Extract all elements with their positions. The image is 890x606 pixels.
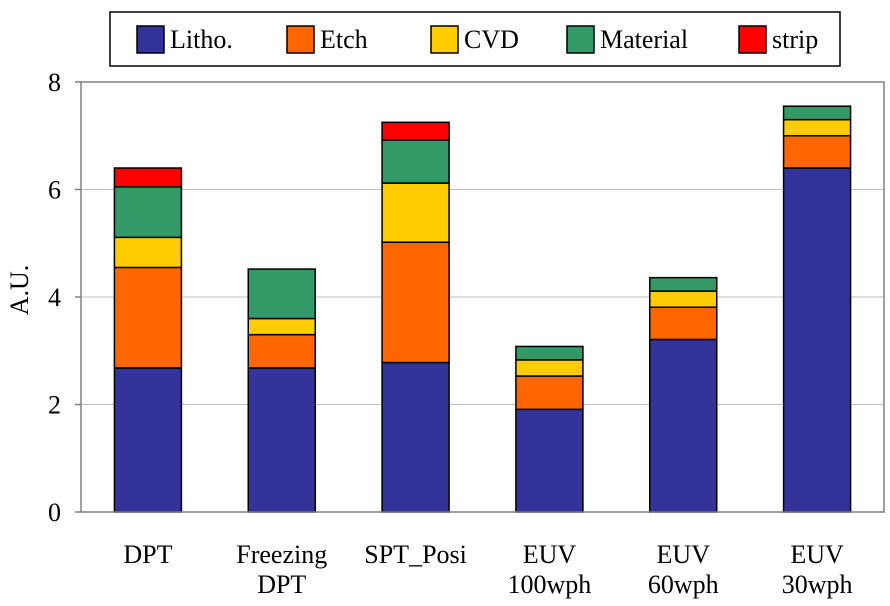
legend: Litho. Etch CVD Material strip — [109, 11, 841, 67]
bar-segment-material — [247, 268, 316, 320]
bar-segment-etch — [515, 375, 584, 411]
bar-segment-etch — [649, 306, 718, 341]
bar-segment-material — [381, 139, 450, 184]
bars — [113, 105, 852, 513]
bar-stack — [782, 105, 852, 513]
axes — [75, 81, 885, 513]
bar-segment-cvd — [381, 182, 450, 243]
bar-stack — [649, 276, 718, 513]
y-tick-label: 4 — [48, 283, 61, 312]
y-tick-labels: 0 2 4 6 8 — [48, 68, 61, 527]
bar-segment-material — [113, 186, 183, 239]
bar-stack — [247, 268, 316, 513]
bar-segment-material — [649, 276, 718, 292]
bar-segment-cvd — [515, 359, 584, 377]
bar-stack — [515, 345, 584, 513]
x-category-label: EUV 100wph — [508, 540, 592, 599]
legend-swatch — [286, 25, 315, 54]
legend-swatch — [738, 25, 767, 54]
gridlines — [81, 81, 884, 405]
y-axis-label: A.U. — [5, 265, 34, 316]
legend-label: CVD — [464, 25, 519, 54]
bar-segment-cvd — [649, 290, 718, 308]
x-category-label: Freezing DPT — [236, 540, 327, 599]
bar-segment-etch — [782, 135, 852, 169]
bar-segment-material — [515, 345, 584, 361]
bar-segment-cvd — [113, 236, 183, 269]
bar-segment-litho — [515, 408, 584, 513]
x-category-label: EUV 60wph — [648, 540, 719, 599]
bar-segment-litho — [247, 367, 316, 513]
bar-segment-strip — [113, 167, 183, 188]
bar-segment-litho — [782, 167, 852, 513]
bar-segment-litho — [381, 361, 450, 513]
bar-segment-material — [782, 105, 852, 121]
x-category-label: DPT — [123, 540, 172, 569]
legend-swatch — [136, 25, 165, 54]
y-tick-label: 0 — [48, 498, 61, 527]
legend-label: Material — [600, 25, 688, 54]
bar-segment-cvd — [782, 118, 852, 137]
legend-box — [109, 11, 841, 67]
legend-label: strip — [772, 25, 818, 54]
x-category-labels: DPT Freezing DPT SPT_Posi EUV 100wph EUV 60wph E… — [123, 540, 852, 599]
bar-segment-etch — [381, 241, 450, 364]
legend-swatch — [566, 25, 595, 54]
x-category-label: EUV 30wph — [782, 540, 853, 599]
bar-segment-etch — [113, 266, 183, 369]
y-tick-label: 6 — [48, 176, 61, 205]
legend-label: Litho. — [170, 25, 233, 54]
bar-segment-strip — [381, 121, 450, 141]
legend-swatch — [430, 25, 459, 54]
bar-stack — [381, 121, 450, 513]
legend-label: Etch — [320, 25, 368, 54]
y-tick-label: 8 — [48, 68, 61, 97]
bar-segment-litho — [113, 367, 183, 513]
bar-stack — [113, 167, 183, 513]
bar-segment-etch — [247, 333, 316, 369]
bar-segment-cvd — [247, 317, 316, 336]
y-tick-label: 2 — [48, 391, 61, 420]
x-category-label: SPT_Posi — [364, 540, 467, 569]
bar-segment-litho — [649, 338, 718, 513]
